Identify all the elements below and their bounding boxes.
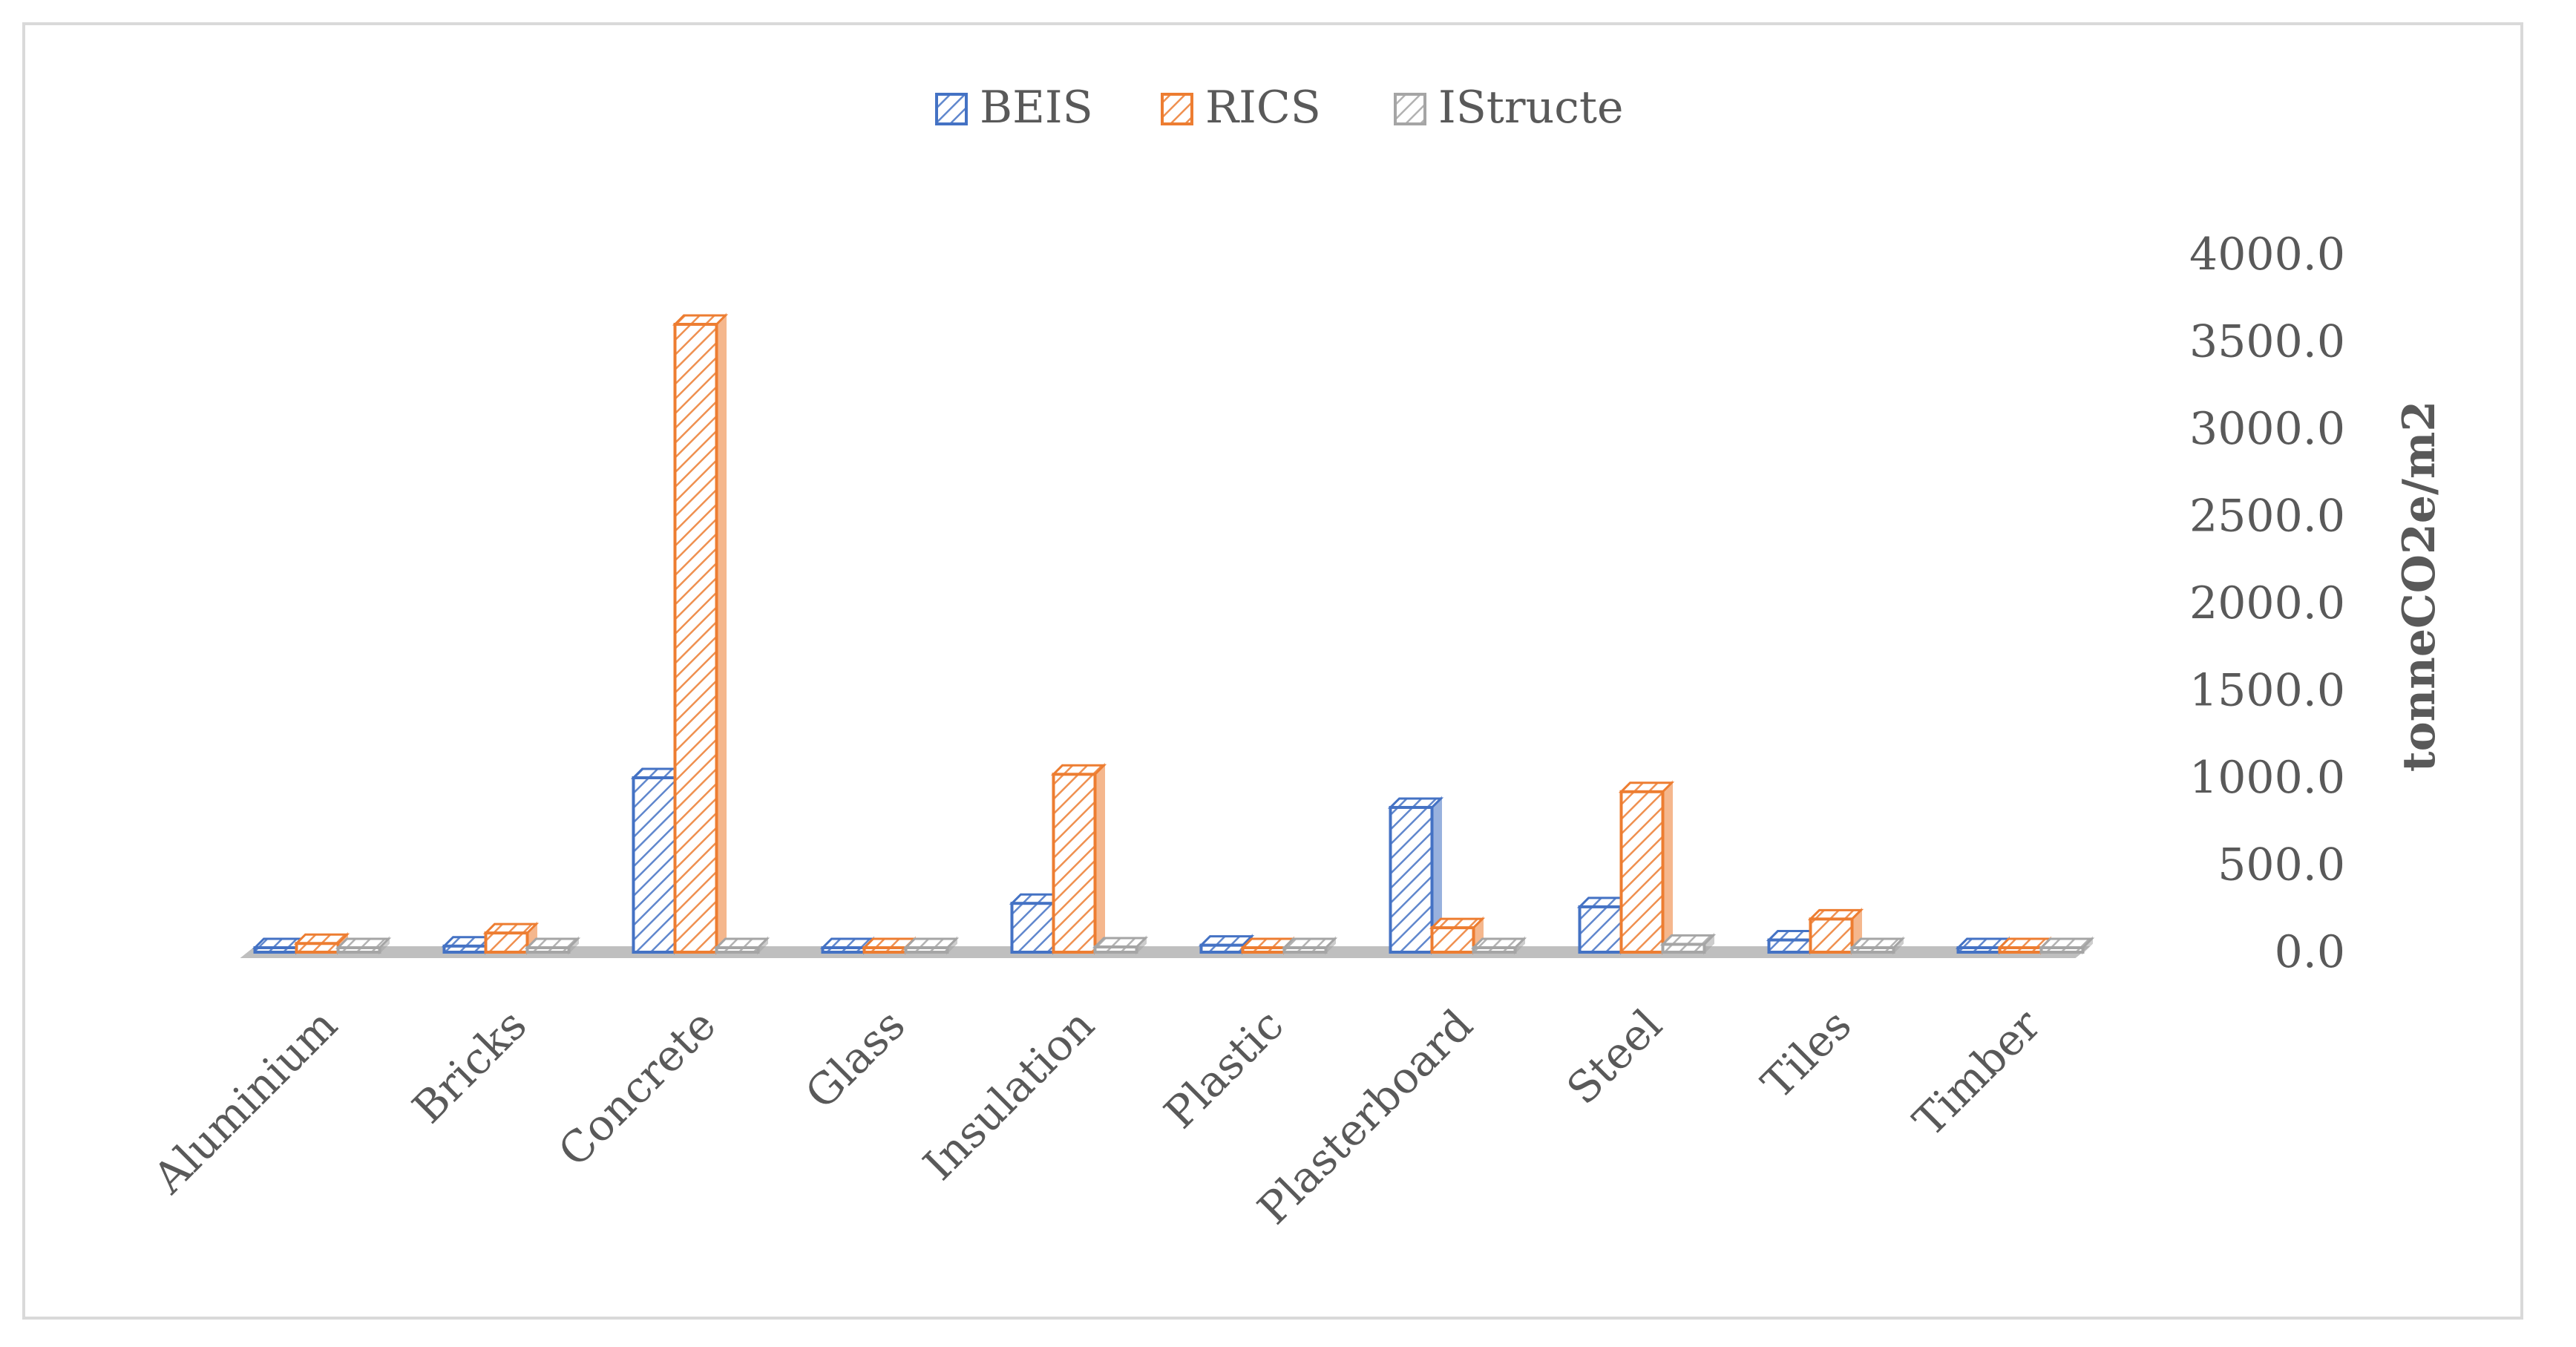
bar-rics-insulation <box>1050 762 1107 955</box>
y-tick-label: 2500.0 <box>2189 491 2345 543</box>
x-tick-label: Tiles <box>1751 1000 1861 1109</box>
legend-item-rics: RICS <box>1161 82 1321 134</box>
bar-istructe-glass <box>902 936 960 955</box>
legend-swatch <box>1394 93 1426 125</box>
bar-istructe-plasterboard <box>1470 936 1527 955</box>
bar-istructe-timber <box>2038 936 2095 955</box>
y-tick-label: 500.0 <box>2218 839 2345 891</box>
legend-item-istructe: IStructe <box>1394 82 1623 134</box>
y-tick-label: 1500.0 <box>2189 665 2345 717</box>
bar-rics-bricks <box>482 921 540 955</box>
legend-swatch <box>1161 93 1193 125</box>
y-tick-label: 3000.0 <box>2189 403 2345 455</box>
bar-istructe-insulation <box>1092 935 1149 955</box>
legend-label: RICS <box>1205 82 1321 134</box>
x-tick-label: Steel <box>1557 1000 1671 1114</box>
bar-istructe-concrete <box>713 936 770 955</box>
legend-label: BEIS <box>980 82 1093 134</box>
y-tick-label: 1000.0 <box>2189 752 2345 804</box>
bar-istructe-steel <box>1659 932 1717 955</box>
x-tick-label: Plastic <box>1155 1000 1294 1138</box>
y-tick-label: 0.0 <box>2275 926 2345 978</box>
bars <box>252 312 2095 955</box>
x-tick-label: Timber <box>1904 1000 2051 1147</box>
bar-beis-plasterboard <box>1387 796 1444 955</box>
legend-item-beis: BEIS <box>935 82 1093 134</box>
x-tick-label: Glass <box>796 1000 915 1119</box>
y-tick-label: 2000.0 <box>2189 577 2345 629</box>
bar-istructe-bricks <box>524 936 581 955</box>
x-tick-label: Concrete <box>548 1000 725 1176</box>
x-tick-label: Aluminium <box>143 1000 347 1204</box>
legend-swatch <box>935 93 968 125</box>
y-axis: 0.0 500.0 1000.0 1500.0 2000.0 2500.0 3000.0 35… <box>2189 229 2345 978</box>
x-tick-label: Insulation <box>914 1000 1104 1190</box>
x-tick-label: Bricks <box>403 1000 537 1133</box>
bar-istructe-plastic <box>1281 936 1338 955</box>
bar-istructe-aluminium <box>335 936 392 955</box>
bar-rics-steel <box>1618 780 1675 955</box>
chart-frame <box>22 22 2523 1320</box>
legend-label: IStructe <box>1438 82 1623 134</box>
y-tick-label: 3500.0 <box>2189 316 2345 368</box>
y-axis-title: tonneCO2e/m2 <box>2393 401 2445 772</box>
y-tick-label: 4000.0 <box>2189 229 2345 281</box>
legend: BEIS RICS IStructe <box>935 82 1623 134</box>
bar-istructe-tiles <box>1849 936 1906 955</box>
bar-rics-concrete <box>672 312 729 955</box>
